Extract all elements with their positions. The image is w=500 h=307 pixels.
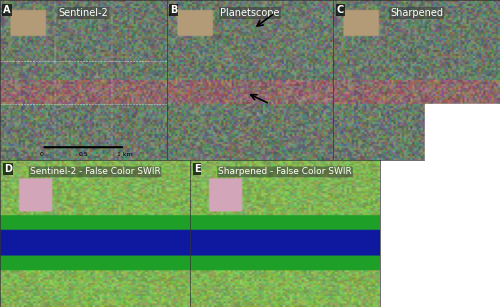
Text: 1 km: 1 km [117, 152, 133, 157]
Text: Planetscope: Planetscope [220, 8, 280, 18]
Text: Sharpened: Sharpened [390, 8, 443, 18]
Text: D: D [4, 165, 12, 174]
Text: C: C [336, 5, 344, 15]
Text: E: E [194, 165, 200, 174]
Text: A: A [4, 5, 11, 15]
Text: 0: 0 [40, 152, 44, 157]
Text: B: B [170, 5, 177, 15]
Text: Sharpened - False Color SWIR: Sharpened - False Color SWIR [218, 167, 352, 176]
Text: 0.5: 0.5 [78, 152, 88, 157]
Text: Sentinel-2: Sentinel-2 [58, 8, 108, 18]
Text: Sentinel-2 - False Color SWIR: Sentinel-2 - False Color SWIR [30, 167, 160, 176]
